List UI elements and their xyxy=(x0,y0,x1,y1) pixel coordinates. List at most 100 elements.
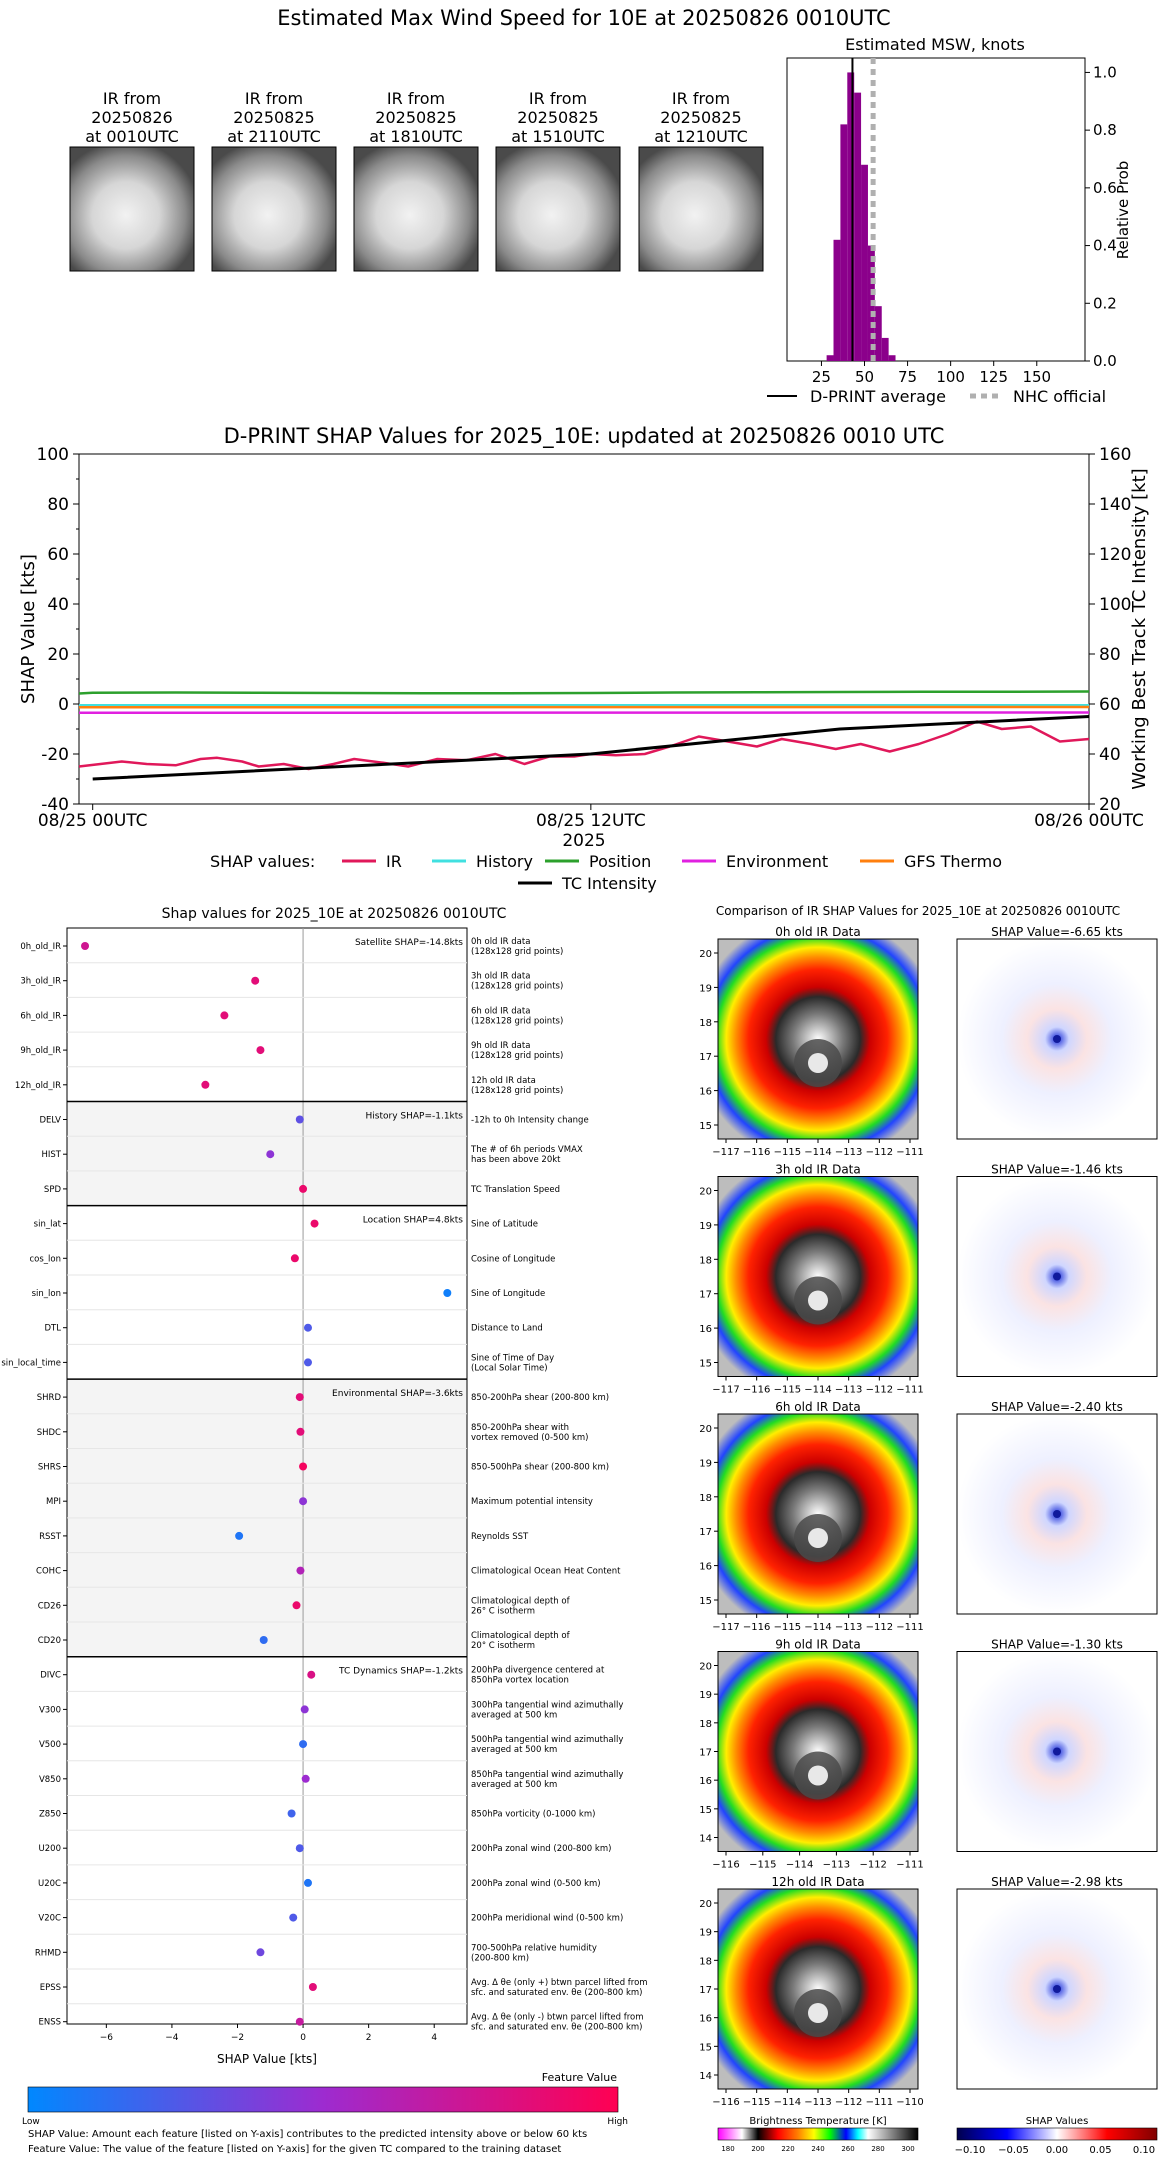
shap-dot xyxy=(299,1462,308,1471)
feature-name: U200 xyxy=(39,1844,61,1854)
ir-ytick-label: 18 xyxy=(699,1493,712,1504)
shap-colorbar xyxy=(956,2127,1158,2141)
feature-name: RHMD xyxy=(35,1948,62,1958)
ir-ytick-label: 20 xyxy=(699,1187,712,1198)
ir-xtick-label: −117 xyxy=(712,1147,739,1158)
shap-center-dot xyxy=(1053,1272,1061,1281)
timeseries-ytick-label: -40 xyxy=(41,795,69,815)
shap-dot xyxy=(287,1809,296,1818)
histogram-ytick-label: 0.8 xyxy=(1093,121,1117,139)
timeseries-ytick-label: 80 xyxy=(47,495,69,515)
shap-dot xyxy=(303,1878,312,1887)
series-line-position xyxy=(78,690,1090,695)
feature-description-line: 26° C isotherm xyxy=(471,1606,535,1616)
ir-ytick-label: 14 xyxy=(699,1834,712,1845)
shap-dot xyxy=(256,1948,265,1957)
feature-description-line: -12h to 0h Intensity change xyxy=(471,1116,589,1126)
feature-name: SPD xyxy=(44,1185,62,1195)
histogram-ylabel: Relative Prob xyxy=(1114,161,1132,260)
legend-label: History xyxy=(476,852,533,871)
feature-name: ENSS xyxy=(38,2018,61,2028)
ir-xtick-label: −115 xyxy=(774,1385,801,1396)
histogram-ytick-label: 0.0 xyxy=(1093,352,1117,370)
shap-dot xyxy=(290,1254,299,1263)
ir-xtick-label: −114 xyxy=(786,1860,813,1871)
dotplot-frame xyxy=(66,927,468,2025)
feature-description-line: 850hPa vorticity (0-1000 km) xyxy=(471,1810,595,1820)
shap-dot xyxy=(300,1705,309,1714)
shap-colorbar-tick: 0.10 xyxy=(1133,2145,1155,2156)
feature-name: SHDC xyxy=(37,1428,61,1438)
ir-thumbnail-label-line: 20250825 xyxy=(517,108,598,127)
ir-panel-title: 3h old IR Data xyxy=(775,1163,861,1177)
ir-thumbnail-image xyxy=(495,146,621,272)
timeseries-y2tick-label: 120 xyxy=(1099,545,1131,565)
ir-xtick-label: −113 xyxy=(823,1860,850,1871)
ir-thumbnail-label-line: 20250826 xyxy=(91,108,172,127)
legend-label: Environment xyxy=(726,852,828,871)
feature-description: 850-200hPa shear with vortex removed (0-5… xyxy=(471,1423,588,1443)
feature-description-line: TC Translation Speed xyxy=(470,1185,560,1195)
dotplot-xtick-label: 2 xyxy=(366,2033,372,2043)
histogram-bar xyxy=(854,92,862,361)
ir-ytick-label: 15 xyxy=(699,1805,712,1816)
feature-description: Cosine of Longitude xyxy=(471,1254,555,1264)
feature-name: 12h_old_IR xyxy=(15,1081,61,1091)
legend-label: IR xyxy=(386,852,402,871)
feature-description: Avg. Δ θe (only -) btwn parcel lifted fr… xyxy=(471,2013,644,2033)
feature-description-line: Reynolds SST xyxy=(471,1532,529,1542)
ir-xtick-label: −116 xyxy=(712,1860,739,1871)
feature-description-line: Maximum potential intensity xyxy=(471,1497,593,1507)
ir-ytick-label: 20 xyxy=(699,949,712,960)
feature-description-line: (128x128 grid points) xyxy=(471,1016,563,1026)
dotplot-xtick-label: −6 xyxy=(100,2033,114,2043)
bt-colorbar-tick: 240 xyxy=(811,2145,824,2153)
histogram-bar xyxy=(840,124,848,361)
feature-description: Sine of Longitude xyxy=(471,1289,545,1299)
timeseries-legend: SHAP values: IR History Position Environment… xyxy=(210,852,1002,893)
feature-value-colorbar xyxy=(27,2086,619,2113)
ir-ytick-label: 19 xyxy=(699,983,712,994)
histogram-bars xyxy=(826,58,896,361)
histogram-bar xyxy=(874,306,882,361)
ir-ytick-label: 16 xyxy=(699,1562,712,1573)
legend-label-dprint: D-PRINT average xyxy=(810,387,946,406)
shap-dot xyxy=(295,1844,304,1853)
feature-name: CD20 xyxy=(38,1636,61,1646)
ir-ytick-label: 18 xyxy=(699,1719,712,1730)
shap-dot xyxy=(220,1011,229,1020)
timeseries-y2tick-label: 60 xyxy=(1099,695,1121,715)
ir-thumbnail-image xyxy=(211,146,337,272)
ir-xtick-label: −115 xyxy=(774,1147,801,1158)
feature-description-line: Climatological depth of xyxy=(471,1631,571,1641)
feature-description-line: (128x128 grid points) xyxy=(471,1051,563,1061)
feature-description-line: (200-800 km) xyxy=(471,1953,529,1963)
feature-description: 0h old IR data (128x128 grid points) xyxy=(471,937,563,957)
ir-ytick-label: 19 xyxy=(699,1928,712,1939)
ir-panel-title: 6h old IR Data xyxy=(775,1400,861,1414)
shap-dot xyxy=(251,976,260,985)
feature-description-line: 200hPa zonal wind (200-800 km) xyxy=(471,1844,611,1854)
ir-eye-center xyxy=(808,1765,828,1786)
timeseries-lines xyxy=(78,690,1090,781)
ir-ytick-label: 14 xyxy=(699,2071,712,2082)
timeseries-y2label: Working Best Track TC Intensity [kt] xyxy=(1129,468,1150,789)
feature-name: EPSS xyxy=(40,1983,61,1993)
ir-panel-title: 9h old IR Data xyxy=(775,1638,861,1652)
ir-thumbnail-label-line: IR from xyxy=(529,89,587,108)
feature-description-line: Climatological depth of xyxy=(471,1596,571,1606)
bt-colorbar xyxy=(717,2127,919,2141)
shap-panel-title: SHAP Value=-1.46 kts xyxy=(991,1163,1123,1177)
shap-dot xyxy=(307,1670,316,1679)
shap-colorbar-tick: −0.10 xyxy=(955,2145,986,2156)
ir-xtick-label: −114 xyxy=(804,1147,831,1158)
shap-dot xyxy=(303,1358,312,1367)
histogram-xtick-label: 150 xyxy=(1022,368,1051,386)
histogram-bar xyxy=(826,355,834,361)
ir-xtick-label: −112 xyxy=(859,1860,886,1871)
ir-thumbnail-label-line: at 1510UTC xyxy=(511,127,605,146)
ir-xtick-label: −114 xyxy=(804,1622,831,1633)
bt-colorbar-label: Brightness Temperature [K] xyxy=(749,2116,886,2127)
histogram-bar xyxy=(881,337,889,361)
timeseries-ytick-label: 100 xyxy=(37,445,69,465)
